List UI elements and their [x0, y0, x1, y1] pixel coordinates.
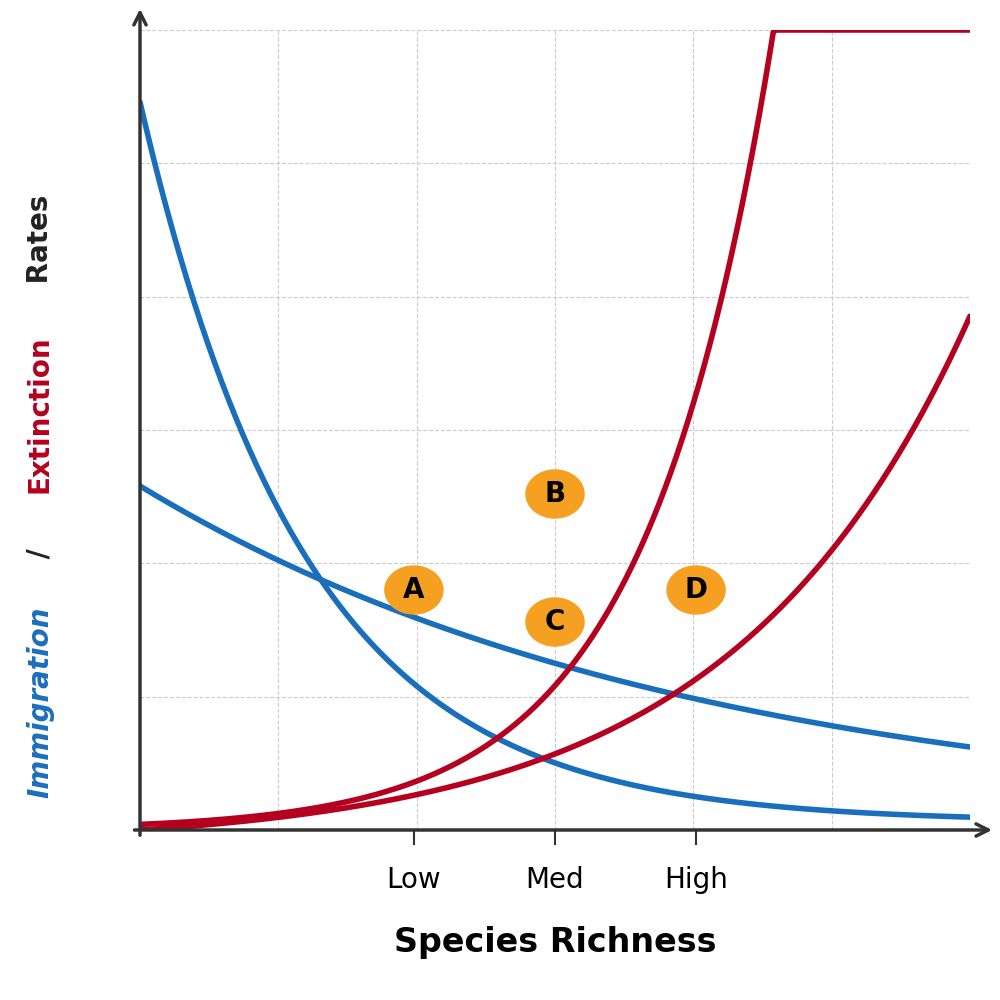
Ellipse shape [667, 566, 725, 614]
Text: /: / [26, 539, 54, 568]
Text: Rates: Rates [26, 195, 54, 293]
Text: Med: Med [526, 866, 584, 894]
Text: A: A [403, 576, 425, 604]
Text: High: High [664, 866, 728, 894]
Text: Species Richness: Species Richness [394, 926, 716, 959]
Text: Extinction: Extinction [26, 336, 54, 493]
Text: D: D [685, 576, 708, 604]
Text: Low: Low [387, 866, 441, 894]
Text: Immigration: Immigration [26, 607, 54, 798]
Text: C: C [545, 608, 565, 636]
Ellipse shape [526, 598, 584, 646]
Ellipse shape [526, 470, 584, 518]
Ellipse shape [385, 566, 443, 614]
Text: B: B [544, 480, 566, 508]
